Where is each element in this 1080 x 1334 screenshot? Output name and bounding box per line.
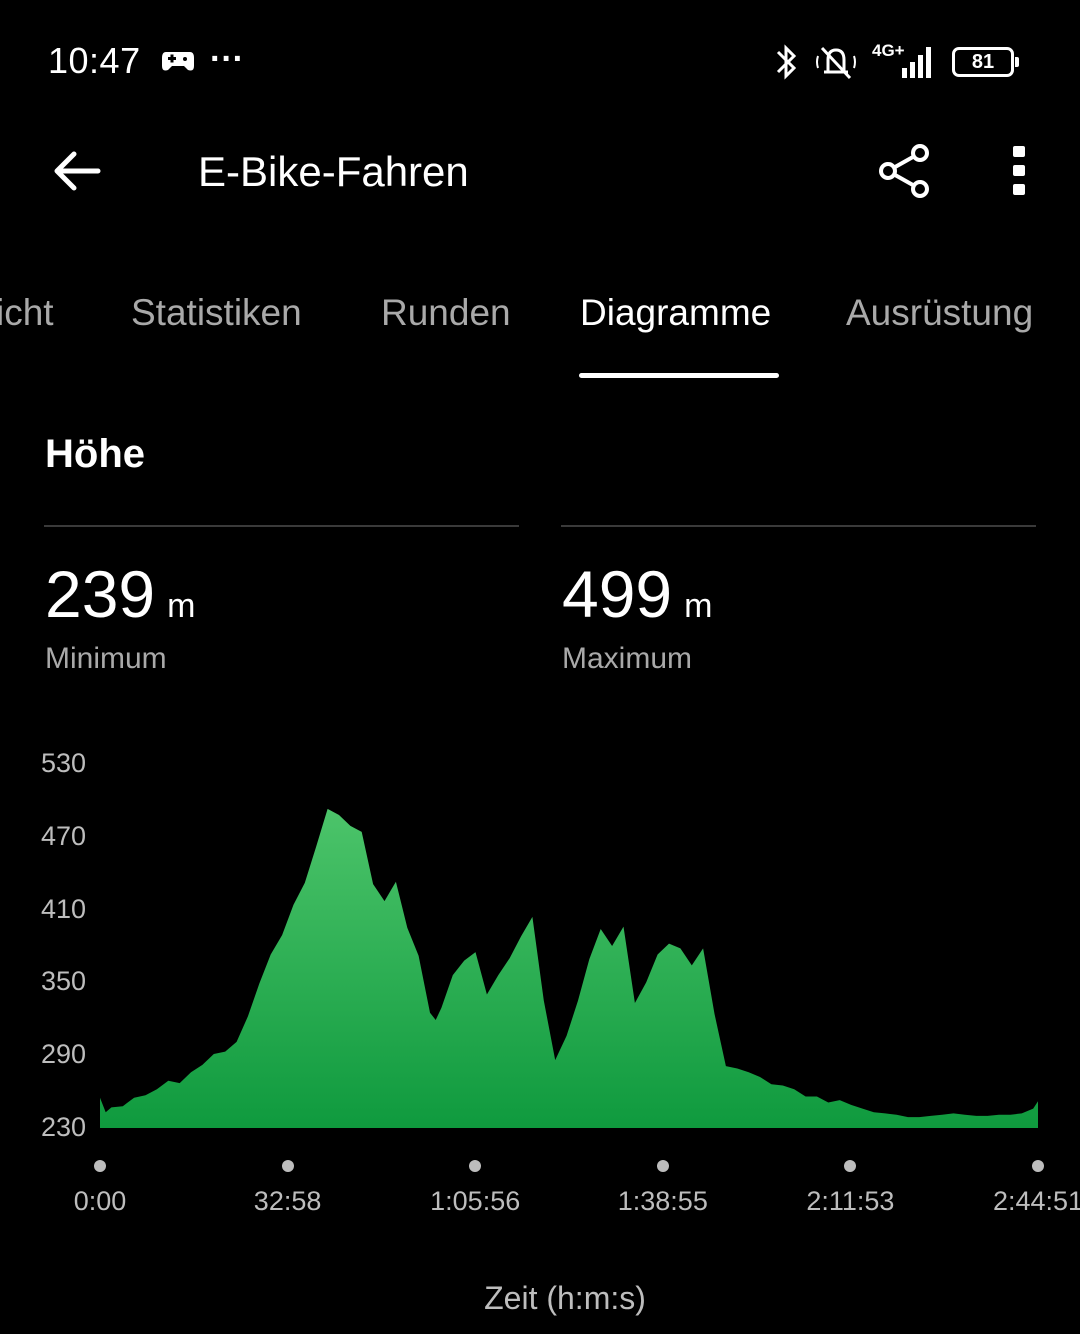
tab-bar: icht Statistiken Runden Diagramme Ausrüs… — [0, 292, 1080, 382]
bluetooth-icon — [776, 44, 797, 80]
x-tick-label: 2:11:53 — [806, 1186, 895, 1216]
y-tick-label: 410 — [41, 893, 87, 924]
active-tab-indicator — [579, 373, 779, 378]
min-unit: m — [167, 587, 196, 625]
game-controller-icon — [162, 52, 194, 71]
status-more-indicator: ··· — [210, 40, 244, 78]
y-tick-label: 230 — [41, 1112, 87, 1142]
y-tick-label: 290 — [41, 1039, 87, 1070]
tab-statistics[interactable]: Statistiken — [131, 292, 302, 333]
section-title: Höhe — [45, 432, 145, 476]
more-vertical-icon[interactable] — [1008, 144, 1030, 198]
x-axis-label: Zeit (h:m:s) — [484, 1280, 646, 1316]
arrow-left-icon[interactable] — [50, 146, 104, 196]
x-tick-label: 0:00 — [73, 1186, 127, 1216]
max-stat: 499 m — [562, 556, 712, 632]
tab-charts[interactable]: Diagramme — [580, 292, 772, 333]
x-tick-dot — [656, 1160, 669, 1172]
tab-overview[interactable]: icht — [0, 292, 54, 333]
min-stat: 239 m — [45, 556, 195, 632]
y-tick-label: 530 — [41, 748, 87, 778]
page-title: E-Bike-Fahren — [198, 148, 469, 195]
y-tick-label: 470 — [41, 820, 87, 851]
x-tick-label: 2:44:51 — [992, 1186, 1080, 1216]
tab-laps[interactable]: Runden — [381, 292, 511, 333]
x-tick-dot — [281, 1160, 294, 1172]
status-icons: 4G+ 81 — [774, 40, 1019, 84]
battery-icon: 81 — [952, 47, 1019, 77]
muted-bell-icon — [816, 46, 856, 80]
max-label: Maximum — [562, 642, 693, 675]
elevation-area — [100, 808, 1038, 1128]
x-tick-dot — [469, 1160, 482, 1172]
divider-right — [561, 525, 1036, 527]
divider-left — [44, 525, 519, 527]
status-time: 10:47 — [48, 40, 141, 81]
max-value: 499 — [562, 557, 673, 631]
x-tick-label: 1:05:56 — [430, 1186, 521, 1216]
tab-equipment[interactable]: Ausrüstung — [846, 292, 1034, 333]
y-tick-label: 350 — [41, 966, 87, 997]
x-tick-dot — [94, 1160, 106, 1172]
x-tick-dot — [1032, 1160, 1044, 1172]
signal-icon — [902, 47, 931, 78]
max-unit: m — [684, 587, 713, 625]
min-label: Minimum — [45, 642, 167, 675]
x-tick-label: 1:38:55 — [617, 1186, 708, 1216]
network-indicator: 4G+ — [872, 42, 938, 82]
x-tick-dot — [844, 1160, 857, 1172]
share-icon[interactable] — [876, 142, 932, 200]
x-tick-label: 32:58 — [253, 1186, 322, 1216]
min-value: 239 — [45, 557, 156, 631]
